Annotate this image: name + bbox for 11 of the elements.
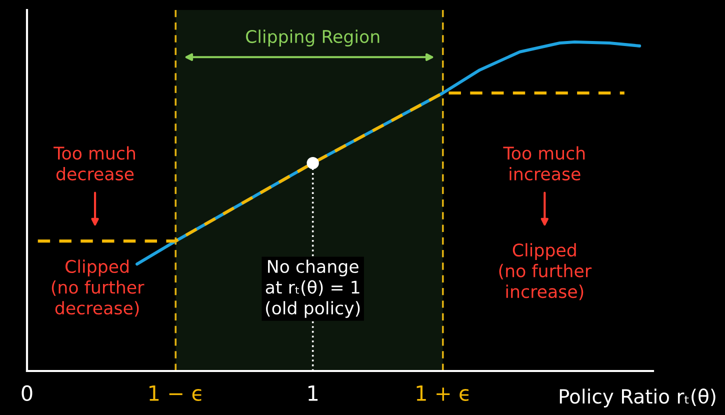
annotation: Clipped (no further increase) xyxy=(499,243,592,300)
x-tick-label: 1 − ϵ xyxy=(150,386,202,402)
annotation: Too much increase xyxy=(503,146,585,180)
annotation: Clipped (no further decrease) xyxy=(52,260,144,317)
annotation: No change at rₜ(θ) = 1 (old policy) xyxy=(266,260,360,318)
x-axis-title: Policy Ratio rₜ(θ) xyxy=(560,388,716,408)
annotation: Too much decrease xyxy=(54,146,135,180)
annotation: Clipping Region xyxy=(246,30,380,46)
x-tick-label: 0 xyxy=(22,385,32,402)
x-tick-label: 1 + ϵ xyxy=(416,386,468,402)
x-tick-label: 1 xyxy=(308,386,318,401)
